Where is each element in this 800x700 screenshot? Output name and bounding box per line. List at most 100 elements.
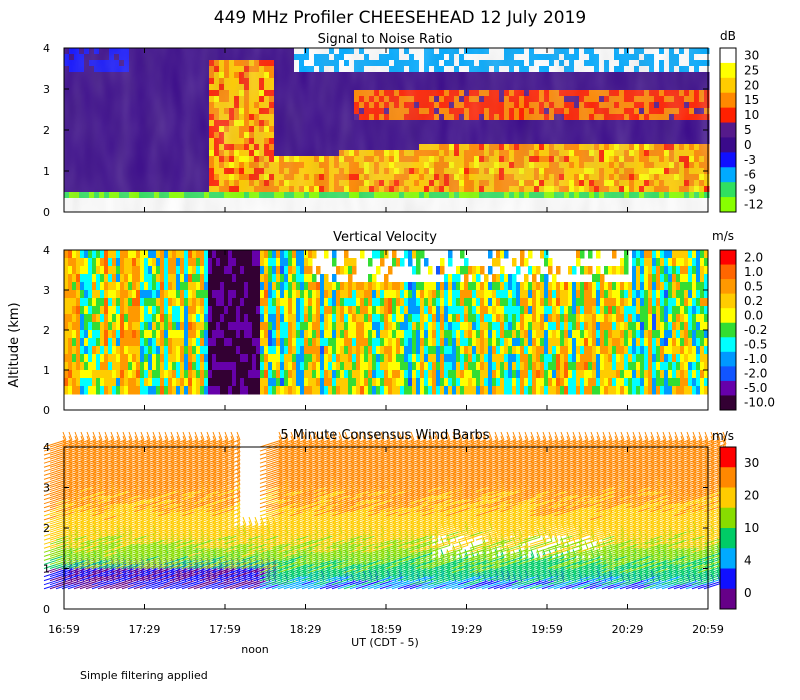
colorbar-swatch (720, 77, 736, 94)
colorbar-label: 0.2 (744, 294, 763, 308)
y-tick-label: 0 (43, 603, 50, 616)
snr-title: Signal to Noise Ratio (318, 32, 453, 47)
colorbar-label: -9 (744, 183, 756, 197)
colorbar-label: 15 (744, 93, 759, 107)
colorbar-label: 5 (744, 123, 752, 137)
colorbar-swatch (720, 92, 736, 109)
colorbar-frame (719, 249, 737, 411)
colorbar-swatch (720, 122, 736, 138)
colorbar-swatch (720, 507, 736, 529)
velocity-heatmap (64, 250, 709, 395)
wind-barbs (43, 431, 727, 590)
colorbar-label: 0 (744, 138, 752, 152)
figure-title: 449 MHz Profiler CHEESEHEAD 12 July 2019 (214, 8, 586, 28)
y-tick-label: 4 (43, 42, 50, 55)
y-tick-label: 4 (43, 244, 50, 257)
y-tick-label: 1 (43, 165, 50, 178)
colorbar-swatch (720, 380, 736, 396)
snr-heatmap (64, 48, 710, 217)
wind-colorbar: 30 20 10 4 0 (719, 446, 759, 610)
colorbar-swatch (720, 197, 736, 213)
footnote: Simple filtering applied (80, 669, 208, 682)
x-tick-label: 20:29 (612, 623, 644, 636)
y-axis-label: Altitude (km) (7, 302, 22, 387)
velocity-colorbar: 2.01.00.50.20.0-0.2-0.5-1.0-2.0-5.0-10.0 (719, 249, 775, 411)
y-tick-label: 3 (43, 83, 50, 96)
colorbar-swatch (720, 548, 736, 569)
x-axis-label: UT (CDT - 5) (351, 636, 419, 649)
y-tick-label: 2 (43, 324, 50, 337)
colorbar-label: -12 (744, 198, 764, 212)
y-tick-label: 1 (43, 364, 50, 377)
x-tick-label: 19:59 (531, 623, 563, 636)
y-tick-label: 1 (43, 563, 50, 576)
colorbar-frame (719, 47, 737, 213)
colorbar-swatch (720, 308, 736, 324)
colorbar-swatch (720, 487, 736, 509)
colorbar-label: -3 (744, 153, 756, 167)
colorbar-label: 25 (744, 63, 759, 77)
colorbar-swatch (720, 62, 736, 79)
noon-label: noon (241, 643, 268, 656)
x-tick-label: 17:29 (129, 623, 161, 636)
colorbar-swatch (720, 322, 736, 338)
colorbar-swatch (720, 152, 736, 168)
colorbar-swatch (720, 293, 736, 309)
velocity-panel: Vertical Velocity 0 1 2 3 4 m/s 2.01.00.50.2… (43, 229, 775, 417)
snr-unit: dB (720, 29, 736, 43)
colorbar-swatch (720, 48, 736, 64)
colorbar-label: 10 (744, 521, 759, 535)
colorbar-label: 20 (744, 78, 759, 92)
y-tick-label: 4 (43, 441, 50, 454)
colorbar-label: 20 (744, 489, 759, 503)
colorbar-swatch (720, 395, 736, 411)
colorbar-label: 2.0 (744, 250, 763, 264)
colorbar-swatch (720, 528, 736, 549)
colorbar-swatch (720, 137, 736, 153)
colorbar-swatch (720, 167, 736, 183)
colorbar-swatch (720, 366, 736, 382)
y-tick-label: 3 (43, 482, 50, 495)
time-axis-labels: 16:59 17:29 17:59 18:29 18:59 19:29 19:59 20:29… (48, 623, 724, 636)
y-tick-label: 0 (43, 404, 50, 417)
snr-panel: Signal to Noise Ratio 0 1 2 3 4 dB 302520151… (43, 29, 764, 219)
colorbar-swatch (720, 588, 736, 610)
colorbar-label: -6 (744, 168, 756, 182)
colorbar-swatch (720, 264, 736, 280)
velocity-title: Vertical Velocity (333, 230, 437, 245)
colorbar-swatch (720, 447, 736, 468)
colorbar-label: -5.0 (744, 381, 767, 395)
y-tick-label: 3 (43, 284, 50, 297)
y-tick-label: 2 (43, 522, 50, 535)
colorbar-label: 30 (744, 456, 759, 470)
colorbar-label: -0.2 (744, 323, 767, 337)
wind-axes: 0 1 2 3 4 (43, 441, 709, 616)
colorbar-label: 4 (744, 553, 752, 567)
colorbar-label: -1.0 (744, 352, 767, 366)
x-tick-label: 18:59 (370, 623, 402, 636)
colorbar-label: 10 (744, 108, 759, 122)
velocity-unit: m/s (712, 229, 734, 243)
colorbar-label: -2.0 (744, 367, 767, 381)
x-tick-label: 18:29 (290, 623, 322, 636)
colorbar-label: -10.0 (744, 396, 775, 410)
snr-axes: 0 1 2 3 4 (43, 42, 709, 219)
x-tick-label: 20:59 (692, 623, 724, 636)
x-tick-label: 19:29 (451, 623, 483, 636)
colorbar-swatch (720, 279, 736, 295)
colorbar-label: 0 (744, 586, 752, 600)
y-tick-label: 2 (43, 124, 50, 137)
colorbar-label: -0.5 (744, 338, 767, 352)
colorbar-label: 30 (744, 48, 759, 62)
x-tick-label: 17:59 (209, 623, 241, 636)
colorbar-swatch (720, 337, 736, 353)
x-tick-label: 16:59 (48, 623, 80, 636)
colorbar-swatch (720, 467, 736, 488)
colorbar-swatch (720, 107, 736, 124)
wind-unit: m/s (712, 429, 734, 443)
colorbar-label: 0.5 (744, 279, 763, 293)
y-tick-label: 0 (43, 206, 50, 219)
